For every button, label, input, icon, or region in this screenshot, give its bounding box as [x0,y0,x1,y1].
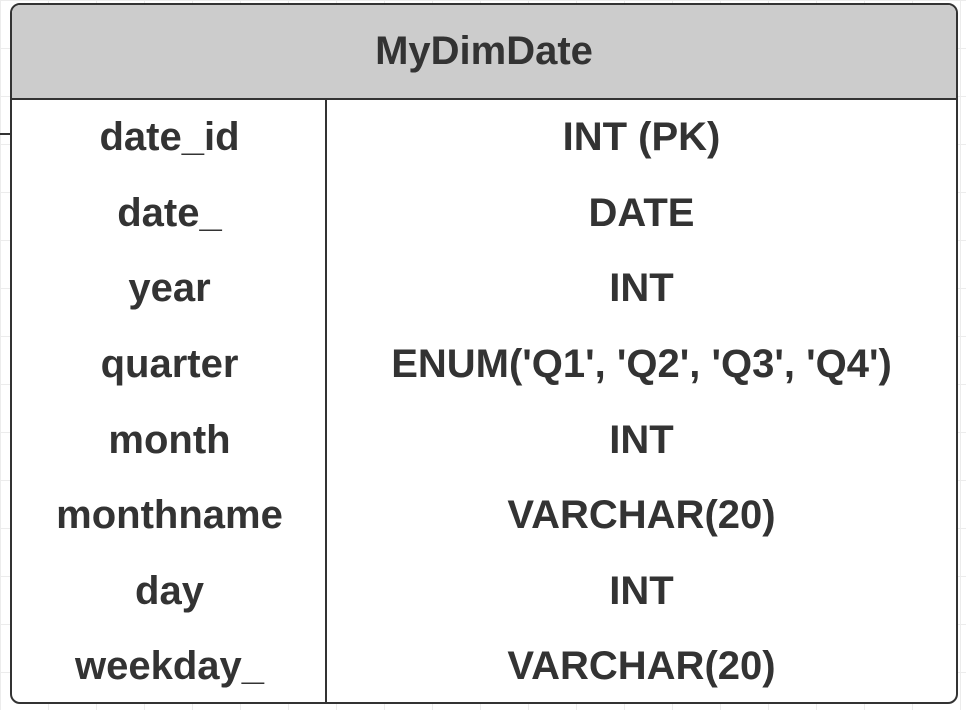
entity-table-mydimdate[interactable]: MyDimDate date_id INT (PK) date_ DATE ye… [10,3,958,704]
attribute-type: INT [609,568,674,613]
attribute-row: date_ DATE [12,176,956,252]
entity-title: MyDimDate [375,29,593,73]
attribute-name: date_id [99,115,240,160]
attribute-type: INT [609,266,674,311]
attribute-name: date_ [117,190,222,235]
attribute-type: ENUM('Q1', 'Q2', 'Q3', 'Q4') [391,342,892,387]
attribute-row: day INT [12,554,956,630]
attribute-row: date_id INT (PK) [12,100,956,176]
attribute-name: year [128,266,211,311]
relationship-connector-line [0,133,12,135]
attribute-row: monthname VARCHAR(20) [12,478,956,554]
attribute-name: monthname [56,493,283,538]
attribute-type: INT [609,417,674,462]
entity-body: date_id INT (PK) date_ DATE year INT qua… [12,100,956,702]
attribute-name: weekday_ [74,644,265,689]
attribute-type: DATE [588,190,695,235]
attribute-name: day [135,568,204,613]
attribute-row: weekday_ VARCHAR(20) [12,629,956,702]
column-divider [325,100,327,702]
attribute-row: month INT [12,402,956,478]
attribute-list: date_id INT (PK) date_ DATE year INT qua… [12,100,956,702]
attribute-row: quarter ENUM('Q1', 'Q2', 'Q3', 'Q4') [12,327,956,403]
attribute-type: INT (PK) [562,115,721,160]
attribute-row: year INT [12,251,956,327]
attribute-name: month [108,417,231,462]
attribute-name: quarter [100,342,239,387]
entity-header: MyDimDate [12,5,956,100]
attribute-type: VARCHAR(20) [507,644,776,689]
attribute-type: VARCHAR(20) [507,493,776,538]
